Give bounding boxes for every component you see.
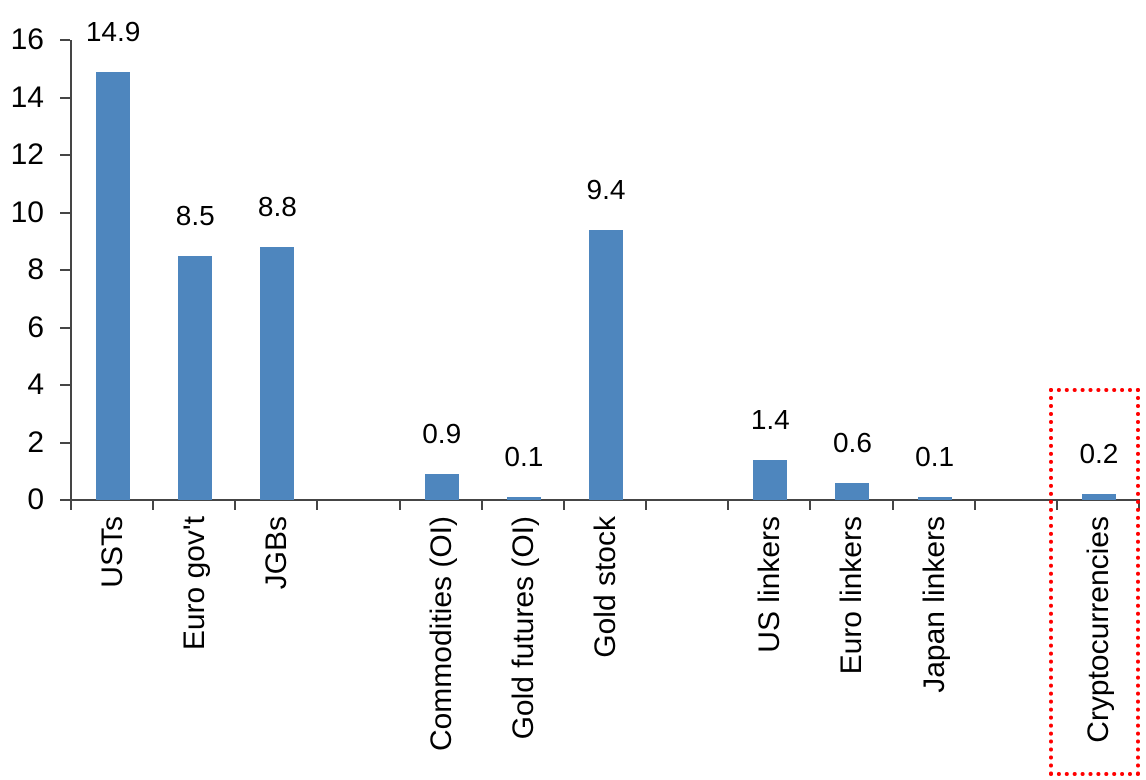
bar-value-label-us-linkers: 1.4 — [750, 403, 790, 435]
y-axis-tick — [60, 441, 70, 444]
y-axis-tick-label: 2 — [27, 425, 44, 459]
bar-jgbs — [260, 247, 294, 500]
category-label-gold-futures-oi: Gold futures (OI) — [506, 516, 540, 740]
y-axis-tick — [60, 96, 70, 99]
y-axis-tick — [60, 384, 70, 386]
x-axis-tick — [727, 500, 730, 510]
bar-euro-gov-t — [178, 255, 212, 500]
category-label-euro-gov-t: Euro gov't — [178, 516, 212, 651]
bar-value-label-usts: 14.9 — [85, 15, 141, 47]
bar-cryptocurrencies — [1082, 494, 1116, 500]
category-label-us-linkers: US linkers — [753, 516, 787, 653]
bar-value-label-euro-linkers: 0.6 — [832, 426, 872, 458]
x-axis — [70, 499, 1140, 501]
bar-japan-linkers — [918, 497, 952, 500]
x-axis-tick — [973, 500, 976, 510]
x-axis-tick — [398, 500, 401, 510]
y-axis-tick — [60, 211, 70, 214]
y-axis-tick-label: 14 — [10, 80, 44, 114]
category-label-gold-stock: Gold stock — [589, 516, 622, 658]
y-axis-tick — [60, 269, 70, 271]
x-axis-tick — [70, 500, 72, 510]
highlight-box-cryptocurrencies — [1049, 388, 1140, 776]
bar-gold-futures-oi — [507, 497, 541, 500]
bar-gold-stock — [589, 229, 623, 500]
y-axis-tick — [60, 39, 70, 41]
bar-value-label-euro-gov-t: 8.5 — [175, 199, 215, 231]
x-axis-tick — [891, 500, 894, 510]
category-label-euro-linkers: Euro linkers — [835, 516, 869, 675]
bar-euro-linkers — [835, 482, 869, 500]
bar-value-label-gold-stock: 9.4 — [586, 173, 626, 205]
y-axis-tick-label: 8 — [27, 253, 44, 286]
bar-usts — [96, 71, 130, 500]
x-axis-tick — [316, 500, 319, 510]
bar-value-label-japan-linkers: 0.1 — [915, 441, 955, 473]
x-axis-tick — [1055, 500, 1058, 510]
bar-us-linkers — [753, 459, 787, 500]
x-axis-tick — [809, 500, 812, 510]
y-axis-tick-label: 10 — [10, 195, 44, 229]
category-label-jgbs: JGBs — [260, 516, 294, 590]
y-axis-tick-label: 0 — [27, 483, 44, 516]
y-axis-tick — [60, 499, 70, 501]
bar-value-label-cryptocurrencies: 0.2 — [1079, 438, 1119, 470]
bar-value-label-jgbs: 8.8 — [257, 191, 297, 222]
y-axis-tick-label: 6 — [27, 310, 44, 344]
category-label-japan-linkers: Japan linkers — [917, 516, 951, 693]
x-axis-tick — [234, 500, 237, 510]
x-axis-tick — [152, 500, 155, 510]
y-axis — [70, 40, 72, 500]
bar-value-label-gold-futures-oi: 0.1 — [504, 441, 544, 473]
bar-value-label-commodities-oi: 0.9 — [422, 418, 462, 450]
bar-commodities-oi — [425, 474, 459, 500]
y-axis-tick-label: 12 — [10, 138, 44, 171]
category-label-usts: USTs — [96, 516, 130, 588]
x-axis-tick — [480, 500, 483, 510]
x-axis-tick — [645, 500, 648, 510]
category-label-commodities-oi: Commodities (OI) — [424, 516, 458, 752]
y-axis-tick-label: 16 — [10, 23, 44, 56]
x-axis-tick — [562, 500, 565, 510]
y-axis-tick — [60, 326, 70, 329]
y-axis-tick — [60, 154, 70, 156]
y-axis-tick-label: 4 — [27, 368, 44, 401]
